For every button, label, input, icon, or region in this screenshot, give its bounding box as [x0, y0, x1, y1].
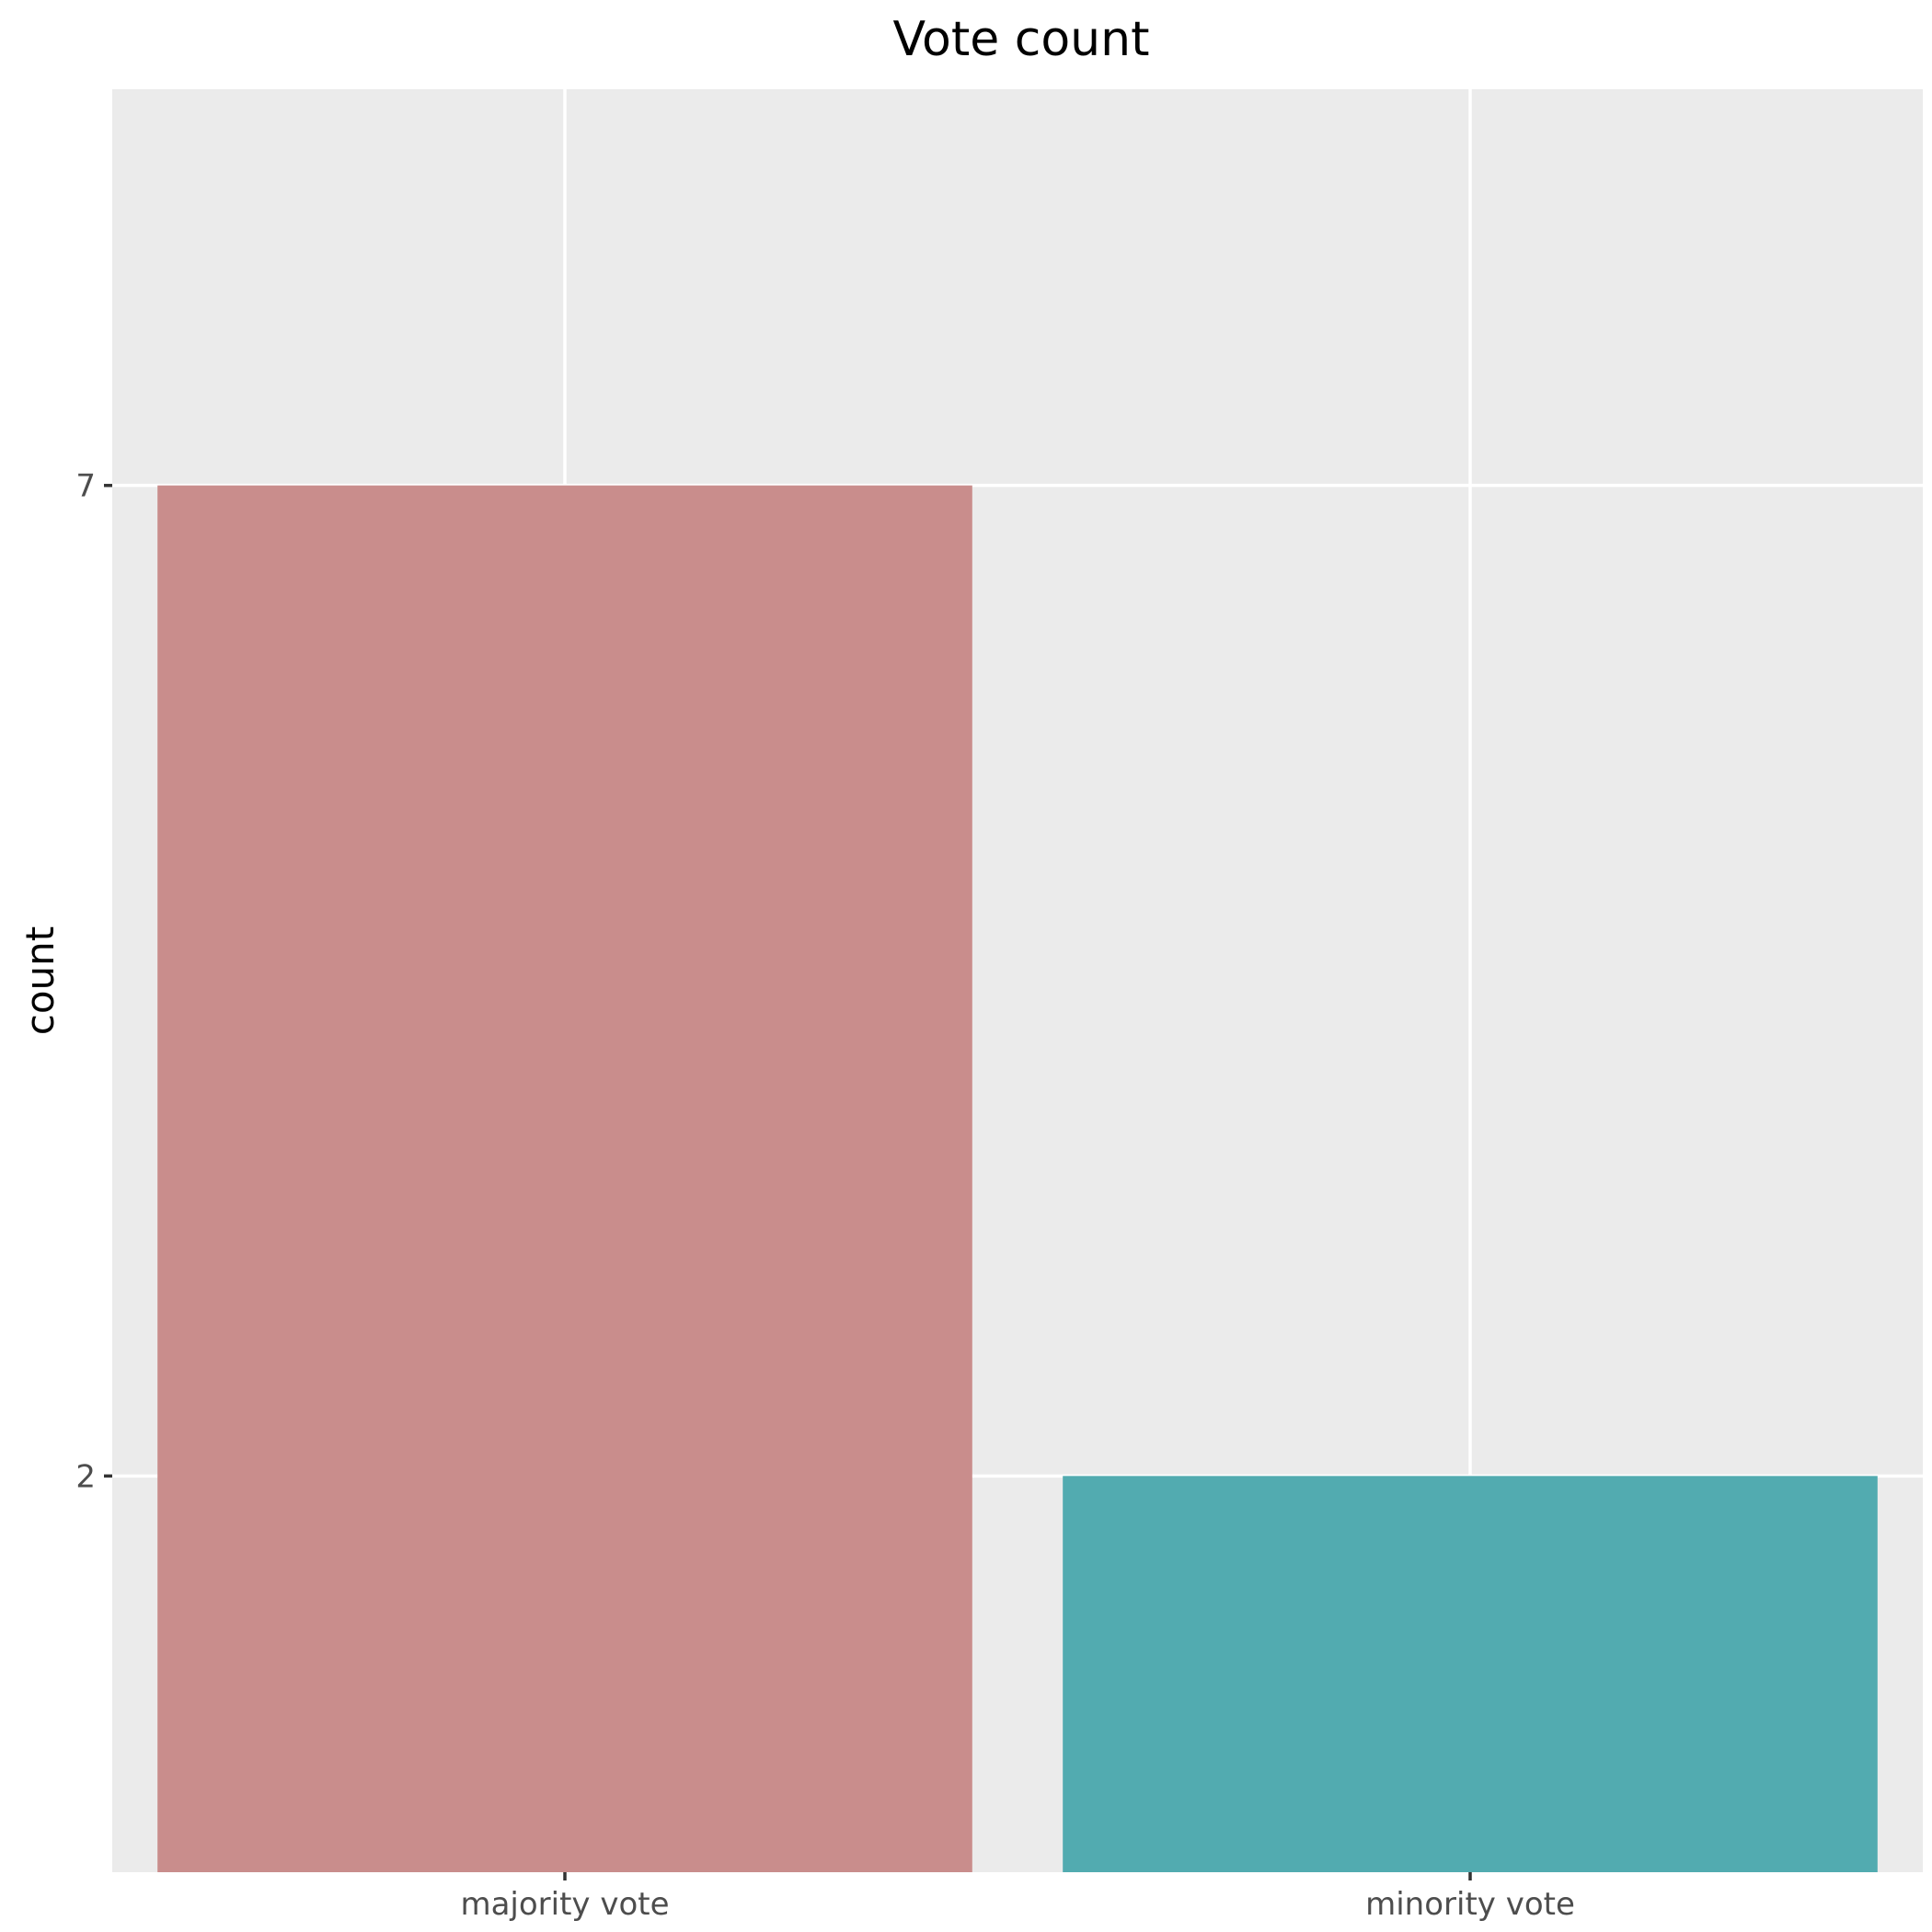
- y-tick-label: 2: [75, 1458, 96, 1495]
- bar-minority-vote: [1063, 1476, 1878, 1872]
- y-tick-label: 7: [75, 468, 96, 505]
- x-tick-label: majority vote: [460, 1886, 669, 1923]
- bar-majority-vote: [157, 485, 972, 1872]
- bars: [157, 485, 1878, 1872]
- y-axis-title: count: [17, 926, 63, 1036]
- x-axis: majority vote minority vote: [460, 1872, 1575, 1923]
- chart-title: Vote count: [893, 12, 1150, 67]
- y-axis: 27: [75, 468, 112, 1495]
- x-tick-label: minority vote: [1365, 1886, 1575, 1923]
